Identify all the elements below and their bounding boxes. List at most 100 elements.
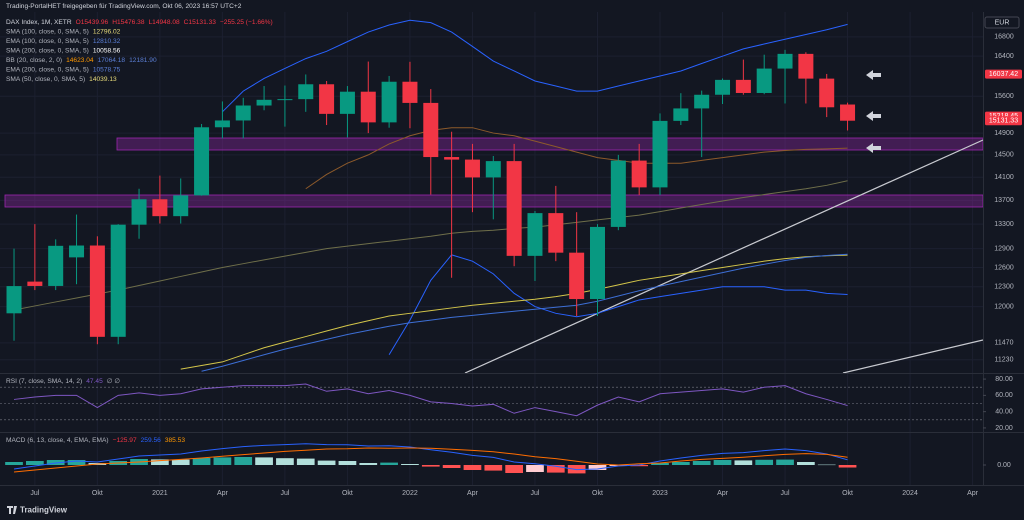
legend-row: MACD (6, 13, close, 4, EMA, EMA) −125.97 2… xyxy=(6,437,185,444)
y-tick-label: 0.00 xyxy=(997,462,1011,469)
histogram-bar xyxy=(463,465,482,470)
legend-item: MACD (6, 13, close, 4, EMA, EMA) xyxy=(6,437,109,444)
legend-item: SMA (50, close, 0, SMA, 5) xyxy=(6,76,85,83)
trend-line xyxy=(464,139,983,373)
candle-body xyxy=(6,286,22,314)
indicator-line xyxy=(305,127,848,190)
histogram-bar xyxy=(838,465,857,468)
histogram-bar xyxy=(317,460,336,465)
candle-body xyxy=(819,78,835,108)
candle-body xyxy=(715,79,731,95)
y-tick-label: 13700 xyxy=(994,197,1014,204)
price-tag: 15131.33 xyxy=(989,118,1018,125)
shared-by: Trading-PortalHET freigegeben für Tradin… xyxy=(6,3,242,10)
x-tick-label: Jul xyxy=(30,490,39,497)
x-tick-label: Jul xyxy=(781,490,790,497)
candle-body xyxy=(173,195,189,217)
candle-body xyxy=(798,53,814,79)
legend-item: 259.56 xyxy=(141,437,162,444)
currency-box xyxy=(984,16,1020,29)
x-tick-label: Apr xyxy=(467,490,479,497)
candle-body xyxy=(89,245,105,337)
legend-item: 12810.32 xyxy=(93,38,121,45)
histogram-bar xyxy=(505,465,523,473)
y-tick-label: 16800 xyxy=(994,34,1014,41)
histogram-bar xyxy=(296,458,315,465)
candle-body xyxy=(131,199,147,225)
candle-body xyxy=(277,99,293,101)
histogram-bar xyxy=(671,462,690,465)
candle-body xyxy=(27,281,43,286)
indicator-line xyxy=(13,180,848,311)
candle-body xyxy=(631,160,647,188)
y-tick-label: 20.00 xyxy=(995,425,1013,432)
candle-body xyxy=(485,161,501,178)
legend-item: BB (20, close, 2, 0) xyxy=(6,57,62,64)
candle-body xyxy=(548,213,564,253)
histogram-bar xyxy=(359,463,378,465)
x-tick-label: 2022 xyxy=(402,490,418,497)
legend-item: 12181.90 xyxy=(129,57,157,64)
y-tick-label: 12900 xyxy=(994,245,1014,252)
candle-body xyxy=(152,199,168,217)
macd-pane xyxy=(5,443,857,474)
price-pane xyxy=(6,19,856,372)
histogram-bar xyxy=(755,459,774,465)
legend-item: L14948.08 xyxy=(149,19,181,26)
legend-item: 10578.75 xyxy=(93,66,121,73)
y-tick-label: 40.00 xyxy=(995,408,1013,415)
candle-body xyxy=(423,102,439,158)
legend-item: 10058.56 xyxy=(93,47,121,54)
candle-body xyxy=(360,91,376,123)
x-tick-label: Jul xyxy=(531,490,540,497)
histogram-bar xyxy=(26,461,44,465)
trend-line xyxy=(842,339,983,373)
histogram-bar xyxy=(817,464,836,466)
legend-item: SMA (200, close, 0, SMA, 5) xyxy=(6,47,89,54)
histogram-bar xyxy=(67,460,86,465)
rsi-pane xyxy=(0,383,983,421)
candle-body xyxy=(610,160,626,227)
legend-row: RSI (7, close, SMA, 14, 2) 47.45 ∅ ∅ xyxy=(6,378,120,385)
candle-body xyxy=(652,120,668,188)
candle-body xyxy=(402,81,418,103)
legend-row: DAX Index, 1M, XETR O15439.96 H15476.38 L14… xyxy=(6,19,273,26)
candle-body xyxy=(777,53,793,69)
candle-body xyxy=(110,224,126,337)
x-tick-label: Okt xyxy=(592,490,603,497)
y-tick-label: 14900 xyxy=(994,130,1014,137)
arrows xyxy=(866,70,881,153)
y-tick-label: 12600 xyxy=(994,264,1014,271)
x-tick-label: 2023 xyxy=(652,490,668,497)
legend-item: 47.45 xyxy=(86,378,103,385)
histogram-bar xyxy=(651,463,669,465)
histogram-bar xyxy=(276,458,294,465)
x-tick-label: Okt xyxy=(92,490,103,497)
rsi-line xyxy=(13,383,848,417)
y-tick-label: 60.00 xyxy=(995,392,1013,399)
x-tick-label: Apr xyxy=(967,490,979,497)
indicator-line xyxy=(201,253,848,372)
indicator-line xyxy=(180,254,848,370)
histogram-bar xyxy=(421,465,440,467)
price-tag-bg xyxy=(985,69,1022,79)
support-zone xyxy=(116,137,983,151)
histogram-bar xyxy=(401,464,419,465)
macd-line xyxy=(13,443,848,471)
histogram-bar xyxy=(442,465,461,468)
x-tick-label: Apr xyxy=(717,490,729,497)
histogram-bar xyxy=(213,457,232,465)
histogram-bar xyxy=(338,461,357,465)
candle-body xyxy=(235,105,251,121)
legend-row: SMA (100, close, 0, SMA, 5) 12796.02 xyxy=(6,28,121,35)
candle-body xyxy=(256,99,272,106)
histogram-bar xyxy=(171,459,190,465)
arrow xyxy=(866,70,881,80)
candle-body xyxy=(444,157,460,160)
y-tick-label: 13300 xyxy=(994,221,1014,228)
histogram-bar xyxy=(5,462,23,465)
candle-body xyxy=(840,104,856,121)
y-tick-label: 14100 xyxy=(994,174,1014,181)
legends: DAX Index, 1M, XETR O15439.96 H15476.38 L14… xyxy=(6,19,273,444)
